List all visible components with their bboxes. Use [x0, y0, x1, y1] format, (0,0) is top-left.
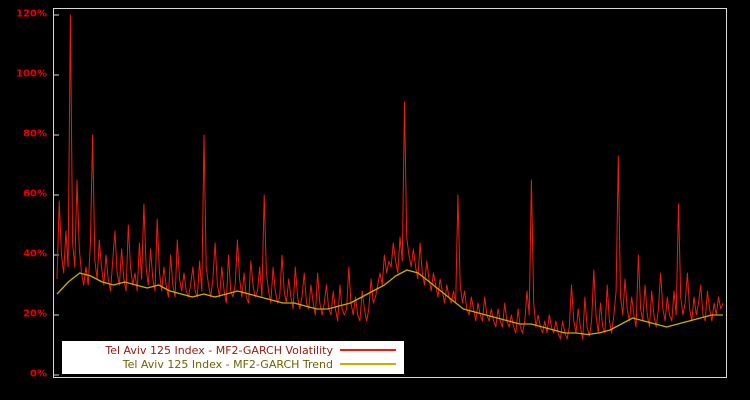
y-tick-label: 120% [16, 8, 47, 20]
plot-svg [54, 14, 724, 376]
y-tick-label: 40% [23, 248, 47, 260]
y-tick-label: 60% [23, 188, 47, 200]
legend-label-volatility: Tel Aviv 125 Index - MF2-GARCH Volatilit… [105, 343, 333, 357]
volatility-line [56, 14, 724, 340]
legend-label-trend: Tel Aviv 125 Index - MF2-GARCH Trend [122, 357, 333, 371]
y-tick-label: 0% [30, 368, 47, 380]
plot-area [53, 8, 727, 378]
y-tick-label: 80% [23, 128, 47, 140]
legend-line-sample-volatility [340, 349, 396, 351]
trend-line [56, 269, 723, 336]
legend-line-sample-trend [340, 363, 396, 365]
y-tick-label: 100% [16, 68, 47, 80]
legend: Tel Aviv 125 Index - MF2-GARCH Volatilit… [62, 341, 404, 374]
legend-row-trend: Tel Aviv 125 Index - MF2-GARCH Trend [70, 357, 396, 371]
y-tick-label: 20% [23, 308, 47, 320]
legend-row-volatility: Tel Aviv 125 Index - MF2-GARCH Volatilit… [70, 343, 396, 357]
